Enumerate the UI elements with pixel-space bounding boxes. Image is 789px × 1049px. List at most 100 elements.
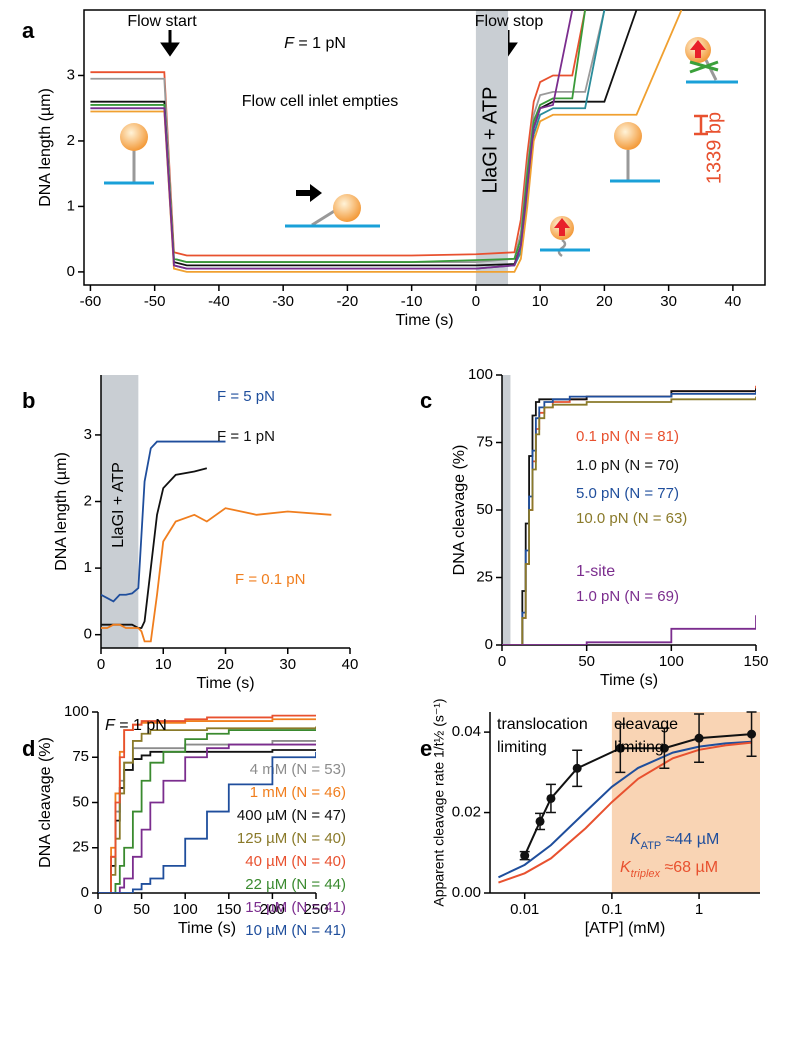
- x-tick-label: -60: [80, 293, 102, 310]
- x-tick-label: 250: [303, 901, 328, 918]
- series-label: 400 µM (N = 47): [237, 807, 346, 824]
- panel-label: a: [22, 18, 35, 43]
- series-label: 10 µM (N = 41): [245, 922, 346, 939]
- y-axis-label: Apparent cleavage rate 1/t½ (s⁻¹): [431, 698, 447, 906]
- x-tick-label: 150: [216, 901, 241, 918]
- tether: [311, 208, 337, 227]
- annotation-part: = 1 pN: [294, 35, 346, 52]
- x-tick-label: -40: [208, 293, 230, 310]
- y-axis-label: DNA cleavage (%): [37, 737, 54, 868]
- y-tick-label: 0.02: [452, 804, 481, 821]
- y-tick-label: 75: [476, 433, 493, 450]
- annotation-part: K: [620, 859, 632, 876]
- series-label: F = 0.1 pN: [235, 571, 305, 588]
- x-tick-label: 40: [725, 293, 742, 310]
- annotation: Flow stop: [475, 13, 544, 30]
- x-tick-label: 0: [498, 653, 506, 670]
- y-tick-label: 25: [476, 568, 493, 585]
- x-tick-label: -20: [337, 293, 359, 310]
- scissors: [689, 60, 719, 74]
- data-point: [546, 793, 556, 803]
- y-axis-label: DNA cleavage (%): [451, 445, 468, 576]
- y-tick-label: 0: [67, 263, 75, 280]
- annotation: F = 1 pN: [284, 35, 346, 52]
- series-label: F = 5 pN: [217, 388, 275, 405]
- x-tick-label: 40: [342, 656, 359, 673]
- motor-arrow: [554, 218, 570, 236]
- data-point: [615, 743, 625, 753]
- y-tick-label: 75: [72, 748, 89, 765]
- annotation: cleavage: [614, 716, 678, 733]
- series-line: [502, 615, 756, 645]
- annotation-part: F: [284, 35, 295, 52]
- annotation: Flow cell inlet empties: [242, 93, 399, 110]
- y-tick-label: 25: [72, 839, 89, 856]
- data-point: [572, 763, 582, 773]
- annotation-part: K: [630, 831, 642, 848]
- y-tick-label: 50: [476, 501, 493, 518]
- x-tick-label: 0: [97, 656, 105, 673]
- x-tick-label: -30: [272, 293, 294, 310]
- x-tick-label: 20: [217, 656, 234, 673]
- panel-label: d: [22, 736, 35, 761]
- series-line: [98, 729, 316, 893]
- bead: [120, 123, 148, 151]
- x-tick-label: 10: [532, 293, 549, 310]
- series-line: [98, 726, 316, 893]
- flow-arrow: [296, 184, 322, 202]
- series-label: 1.0 pN (N = 70): [576, 457, 679, 474]
- annotation: limiting: [497, 739, 547, 756]
- series-label: 22 µM (N = 44): [245, 876, 346, 893]
- x-axis-label: Time (s): [196, 675, 254, 692]
- shaded-region: [101, 375, 139, 648]
- tether: [557, 238, 567, 258]
- data-point: [520, 851, 530, 861]
- x-tick-label: 100: [173, 901, 198, 918]
- y-tick-label: 100: [468, 366, 493, 383]
- x-tick-label: -50: [144, 293, 166, 310]
- y-axis-label: DNA length (µm): [37, 88, 54, 207]
- tether: [704, 59, 718, 81]
- y-tick-label: 0: [84, 626, 92, 643]
- y-axis-label: DNA length (µm): [53, 452, 70, 571]
- x-tick-label: 0.1: [601, 901, 622, 918]
- y-tick-label: 2: [84, 492, 92, 509]
- data-point: [659, 743, 669, 753]
- series-line: [90, 10, 574, 270]
- data-point: [694, 733, 704, 743]
- x-tick-label: 10: [155, 656, 172, 673]
- x-tick-label: 1: [695, 901, 703, 918]
- y-tick-label: 0: [485, 636, 493, 653]
- arrow: [160, 30, 180, 57]
- x-tick-label: 100: [659, 653, 684, 670]
- series-line: [98, 743, 316, 893]
- x-tick-label: 50: [578, 653, 595, 670]
- series-label: 125 µM (N = 40): [237, 830, 346, 847]
- series-line: [502, 396, 756, 645]
- y-tick-label: 0.00: [452, 884, 481, 901]
- y-tick-label: 100: [64, 703, 89, 720]
- shaded-region: [502, 375, 511, 645]
- y-tick-label: 0: [81, 884, 89, 901]
- series-line: [498, 741, 752, 884]
- series-line: [101, 440, 226, 603]
- annotation-part: triplex: [631, 868, 661, 880]
- bracket: [694, 114, 708, 136]
- x-tick-label: 0: [94, 901, 102, 918]
- x-axis-label: [ATP] (mM): [585, 920, 666, 937]
- series-label: 15 µM (N = 41): [245, 899, 346, 916]
- x-tick-label: 200: [260, 901, 285, 918]
- schematic-icons: [104, 30, 738, 258]
- series-label: F = 1 pN: [217, 428, 275, 445]
- annotation-part: F: [105, 717, 116, 734]
- data-point: [535, 816, 545, 826]
- plot-frame: [83, 9, 766, 286]
- x-tick-label: -10: [401, 293, 423, 310]
- series-line: [98, 714, 316, 893]
- series-label: 40 µM (N = 40): [245, 853, 346, 870]
- annotation: KATP ≈44 µM: [630, 831, 719, 852]
- x-tick-label: 30: [660, 293, 677, 310]
- annotation: Flow start: [127, 13, 197, 30]
- x-tick-label: 0: [472, 293, 480, 310]
- y-tick-label: 1: [84, 559, 92, 576]
